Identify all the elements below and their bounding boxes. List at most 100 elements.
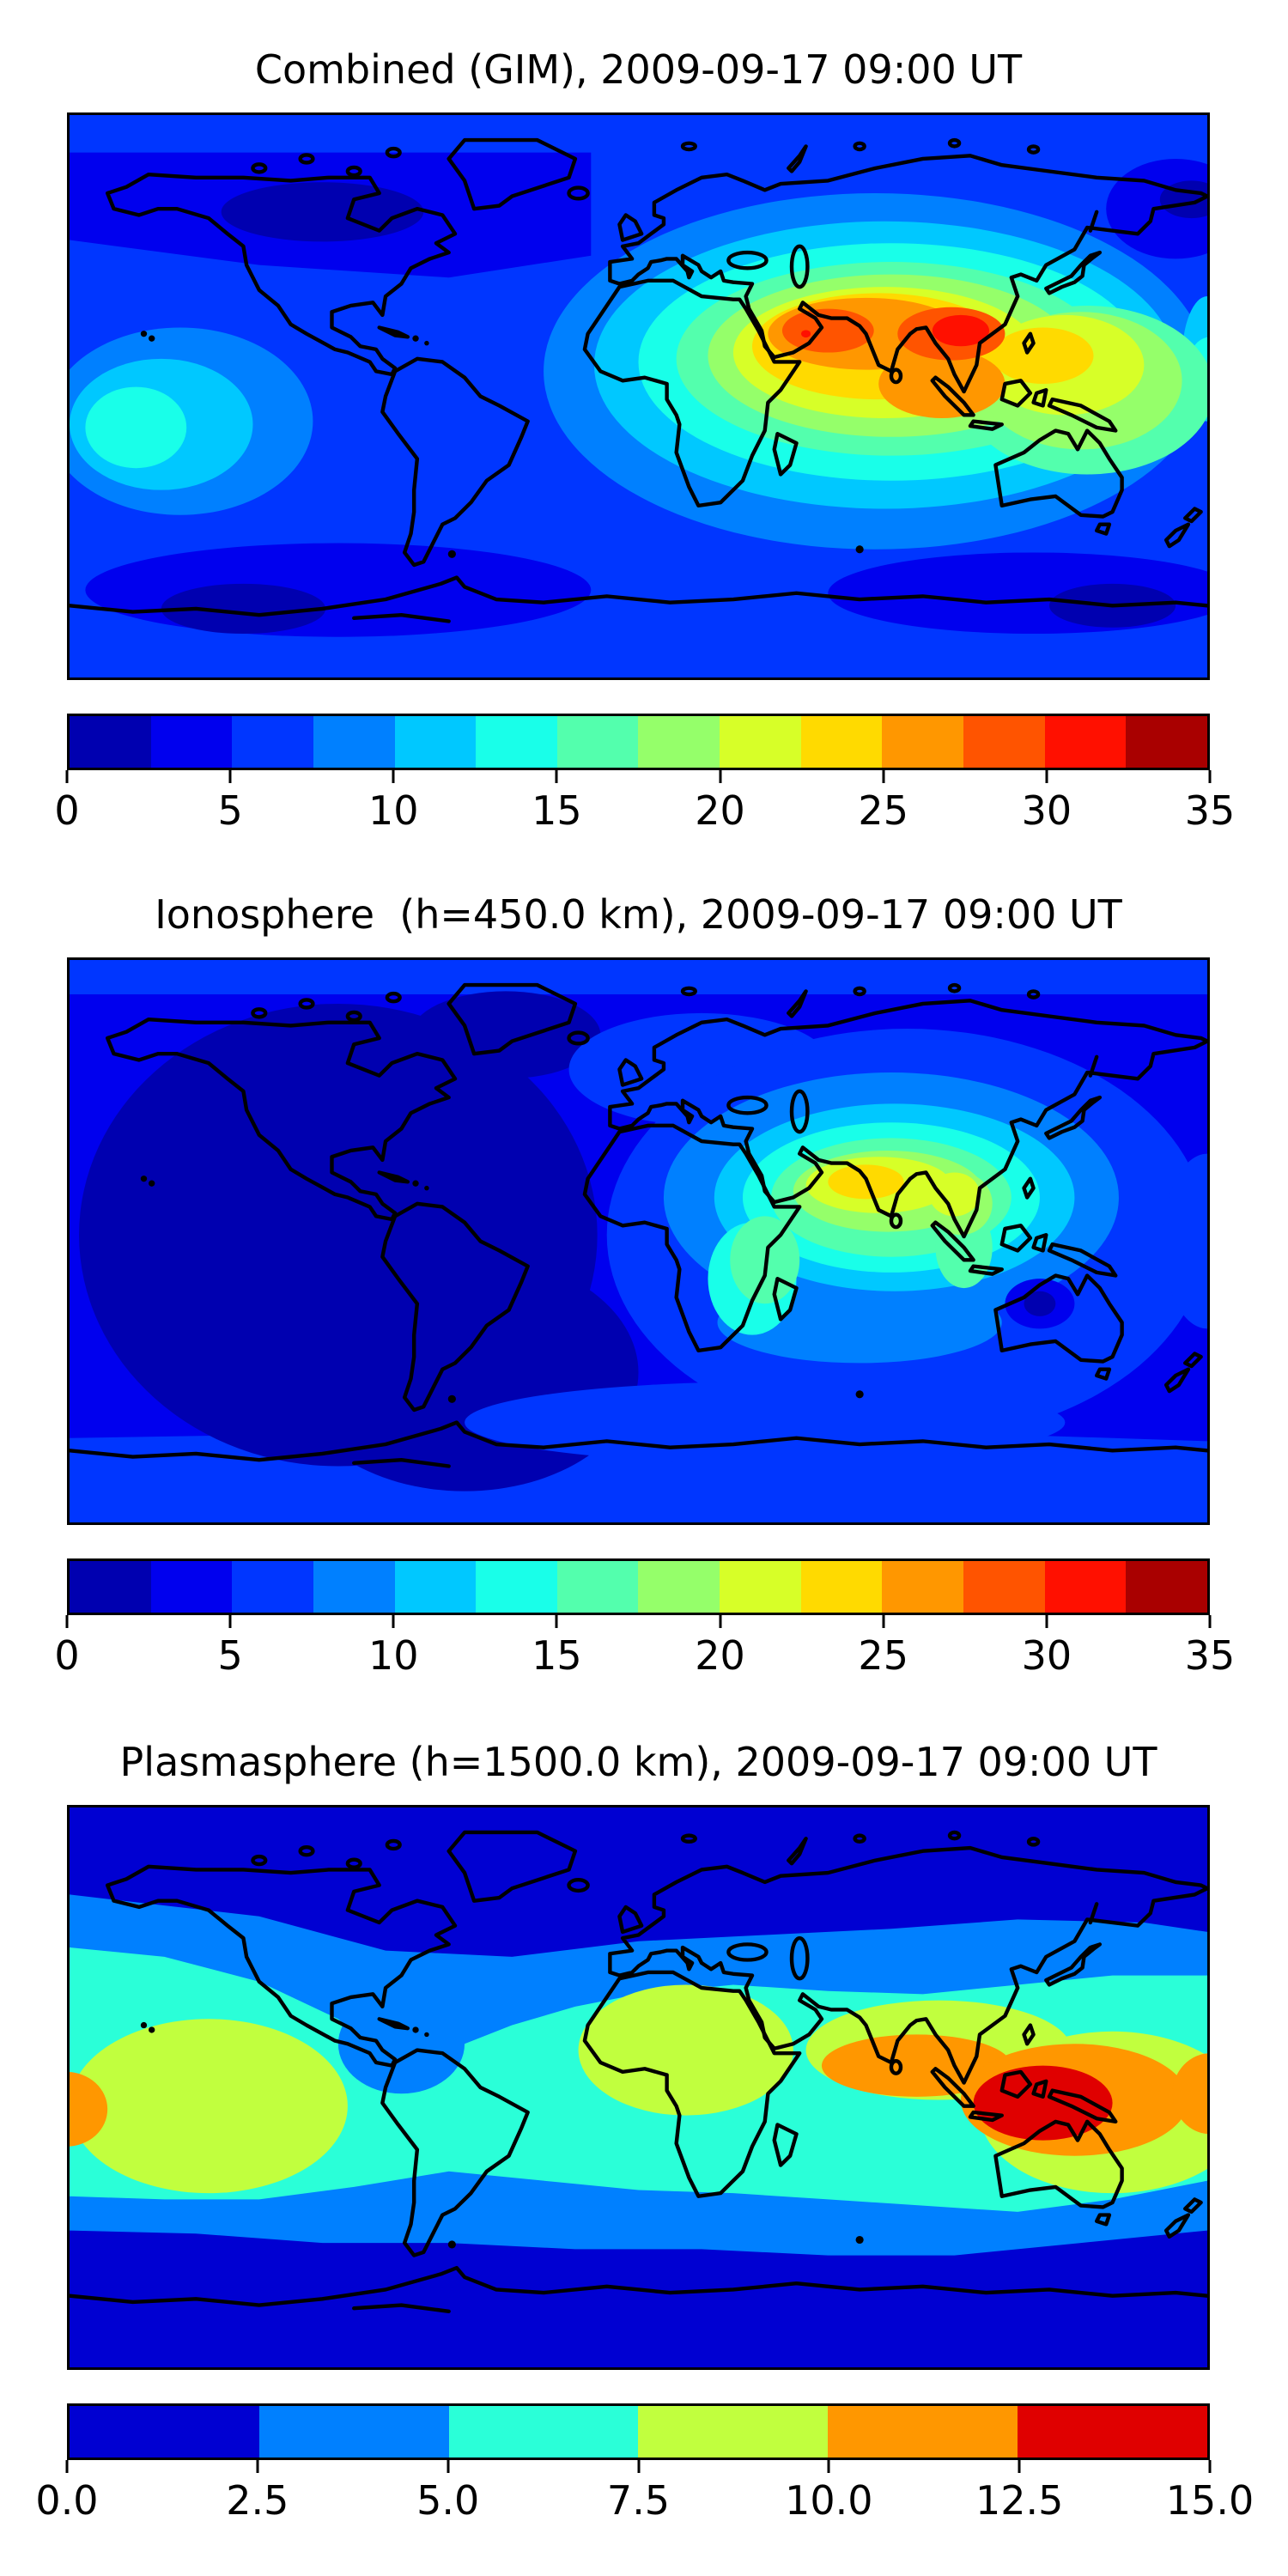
colorbar-tick-mark [1045,1615,1048,1628]
colorbar-tick-label: 10 [368,1632,419,1679]
map-plasmasphere [67,1805,1210,2370]
colorbar-tick-label: 20 [695,1632,745,1679]
colorbar-tick-mark [256,2460,259,2473]
colorbar-segment [556,1561,639,1613]
contour-band [992,327,1094,384]
colorbar-segment [1126,1561,1207,1613]
colorbar-segment [1044,1561,1127,1613]
colorbar-tick-label: 35 [1184,1632,1236,1679]
colorbar-tick-label: 35 [1184,787,1236,834]
contour-band [70,2019,348,2194]
colorbar-tick-mark [637,2460,640,2473]
contour-band [85,386,187,469]
colorbar-tick-mark [827,2460,830,2473]
map-combined [67,112,1210,680]
colorbar-segment [638,716,720,768]
colorbar-segment [476,716,557,768]
colorbar-segment [313,716,395,768]
colorbar-tick-mark [392,1615,395,1628]
colorbar-tick-label: 5 [217,1632,243,1679]
colorbar-segment [638,1561,720,1613]
colorbar-tick-mark [65,2460,69,2473]
colorbar-segment [448,2406,639,2458]
colorbar-segment [70,2406,259,2458]
colorbar-tick-label: 12.5 [975,2477,1064,2524]
colorbar-tick-label: 30 [1021,1632,1072,1679]
colorbar-segment [258,2406,449,2458]
colorbar-tick-mark [228,1615,232,1628]
contour-band [161,583,326,635]
contour-band [1163,1153,1207,1329]
contour-band [70,960,1207,995]
colorbar-tick-mark [555,1615,558,1628]
colorbar-ticks-combined: 0 5 10 15 20 25 30 35 [54,770,1235,839]
colorbar-segment [720,716,801,768]
colorbar-tick-label: 0 [54,1632,80,1679]
contour-band [221,182,424,242]
colorbar-tick-label: 10.0 [785,2477,873,2524]
panel-title-ionosphere: Ionosphere (h=450.0 km), 2009-09-17 09:0… [155,891,1122,938]
contour-band [70,2072,108,2147]
colorbar-tick-mark [1208,770,1212,783]
map-ionosphere-svg [70,960,1207,1522]
colorbar-tick-mark [719,770,722,783]
colorbar-tick-mark [1045,770,1048,783]
colorbar-tick-label: 30 [1021,787,1072,834]
colorbar-tick-mark [882,770,885,783]
contour-band [1024,1291,1056,1316]
colorbar-segment [882,1561,964,1613]
contour-band [801,330,811,338]
colorbar-tick-mark [392,770,395,783]
colorbar-ticks-ionosphere: 0 5 10 15 20 25 30 35 [54,1615,1235,1684]
colorbar-segment [638,2406,829,2458]
colorbar-tick-label: 5 [217,787,243,834]
colorbar-segment [720,1561,801,1613]
colorbar-segment [828,2406,1018,2458]
colorbar-tick-label: 15 [532,1632,582,1679]
contour-band [337,1994,465,2094]
colorbar-tick-label: 0 [54,787,80,834]
colorbar-tick-mark [1208,1615,1212,1628]
contour-band [929,1172,980,1217]
colorbar-tick-mark [882,1615,885,1628]
colorbar-tick-mark [65,770,69,783]
colorbar-tick-mark [228,770,232,783]
colorbar-segment [150,716,233,768]
colorbar-tick-mark [719,1615,722,1628]
colorbar-segment [232,716,313,768]
contour-band [578,1984,793,2116]
colorbar-tick-label: 7.5 [606,2477,671,2524]
colorbar-tick-mark [65,1615,69,1628]
colorbar-tick-mark [1208,2460,1212,2473]
contour-band [781,308,874,353]
colorbar-tick-label: 25 [858,787,908,834]
colorbar-segment [963,1561,1045,1613]
map-combined-svg [70,115,1207,637]
colorbar-tick-label: 10 [368,787,419,834]
colorbar-tick-label: 15.0 [1165,2477,1255,2524]
map-ionosphere [67,957,1210,1525]
colorbar-combined [67,714,1210,770]
contour-band [290,1254,639,1492]
colorbar-tick-label: 2.5 [226,2477,289,2524]
colorbar-segment [963,716,1045,768]
map-plasmasphere-svg [70,1807,1207,2367]
colorbar-segment [313,1561,395,1613]
colorbar-tick-mark [555,770,558,783]
colorbar-segment [394,716,477,768]
contour-band [465,1382,1066,1463]
colorbar-tick-mark [1018,2460,1021,2473]
colorbar-tick-mark [447,2460,450,2473]
colorbar-segment [800,1561,883,1613]
contour-band [410,991,601,1079]
colorbar-segment [232,1561,313,1613]
contour-band [973,2065,1113,2141]
colorbar-plasmasphere [67,2403,1210,2460]
colorbar-segment [1126,716,1207,768]
colorbar-segment [70,716,151,768]
colorbar-segment [556,716,639,768]
colorbar-segment [394,1561,477,1613]
colorbar-segment [800,716,883,768]
colorbar-segment [1044,716,1127,768]
colorbar-ionosphere [67,1558,1210,1615]
